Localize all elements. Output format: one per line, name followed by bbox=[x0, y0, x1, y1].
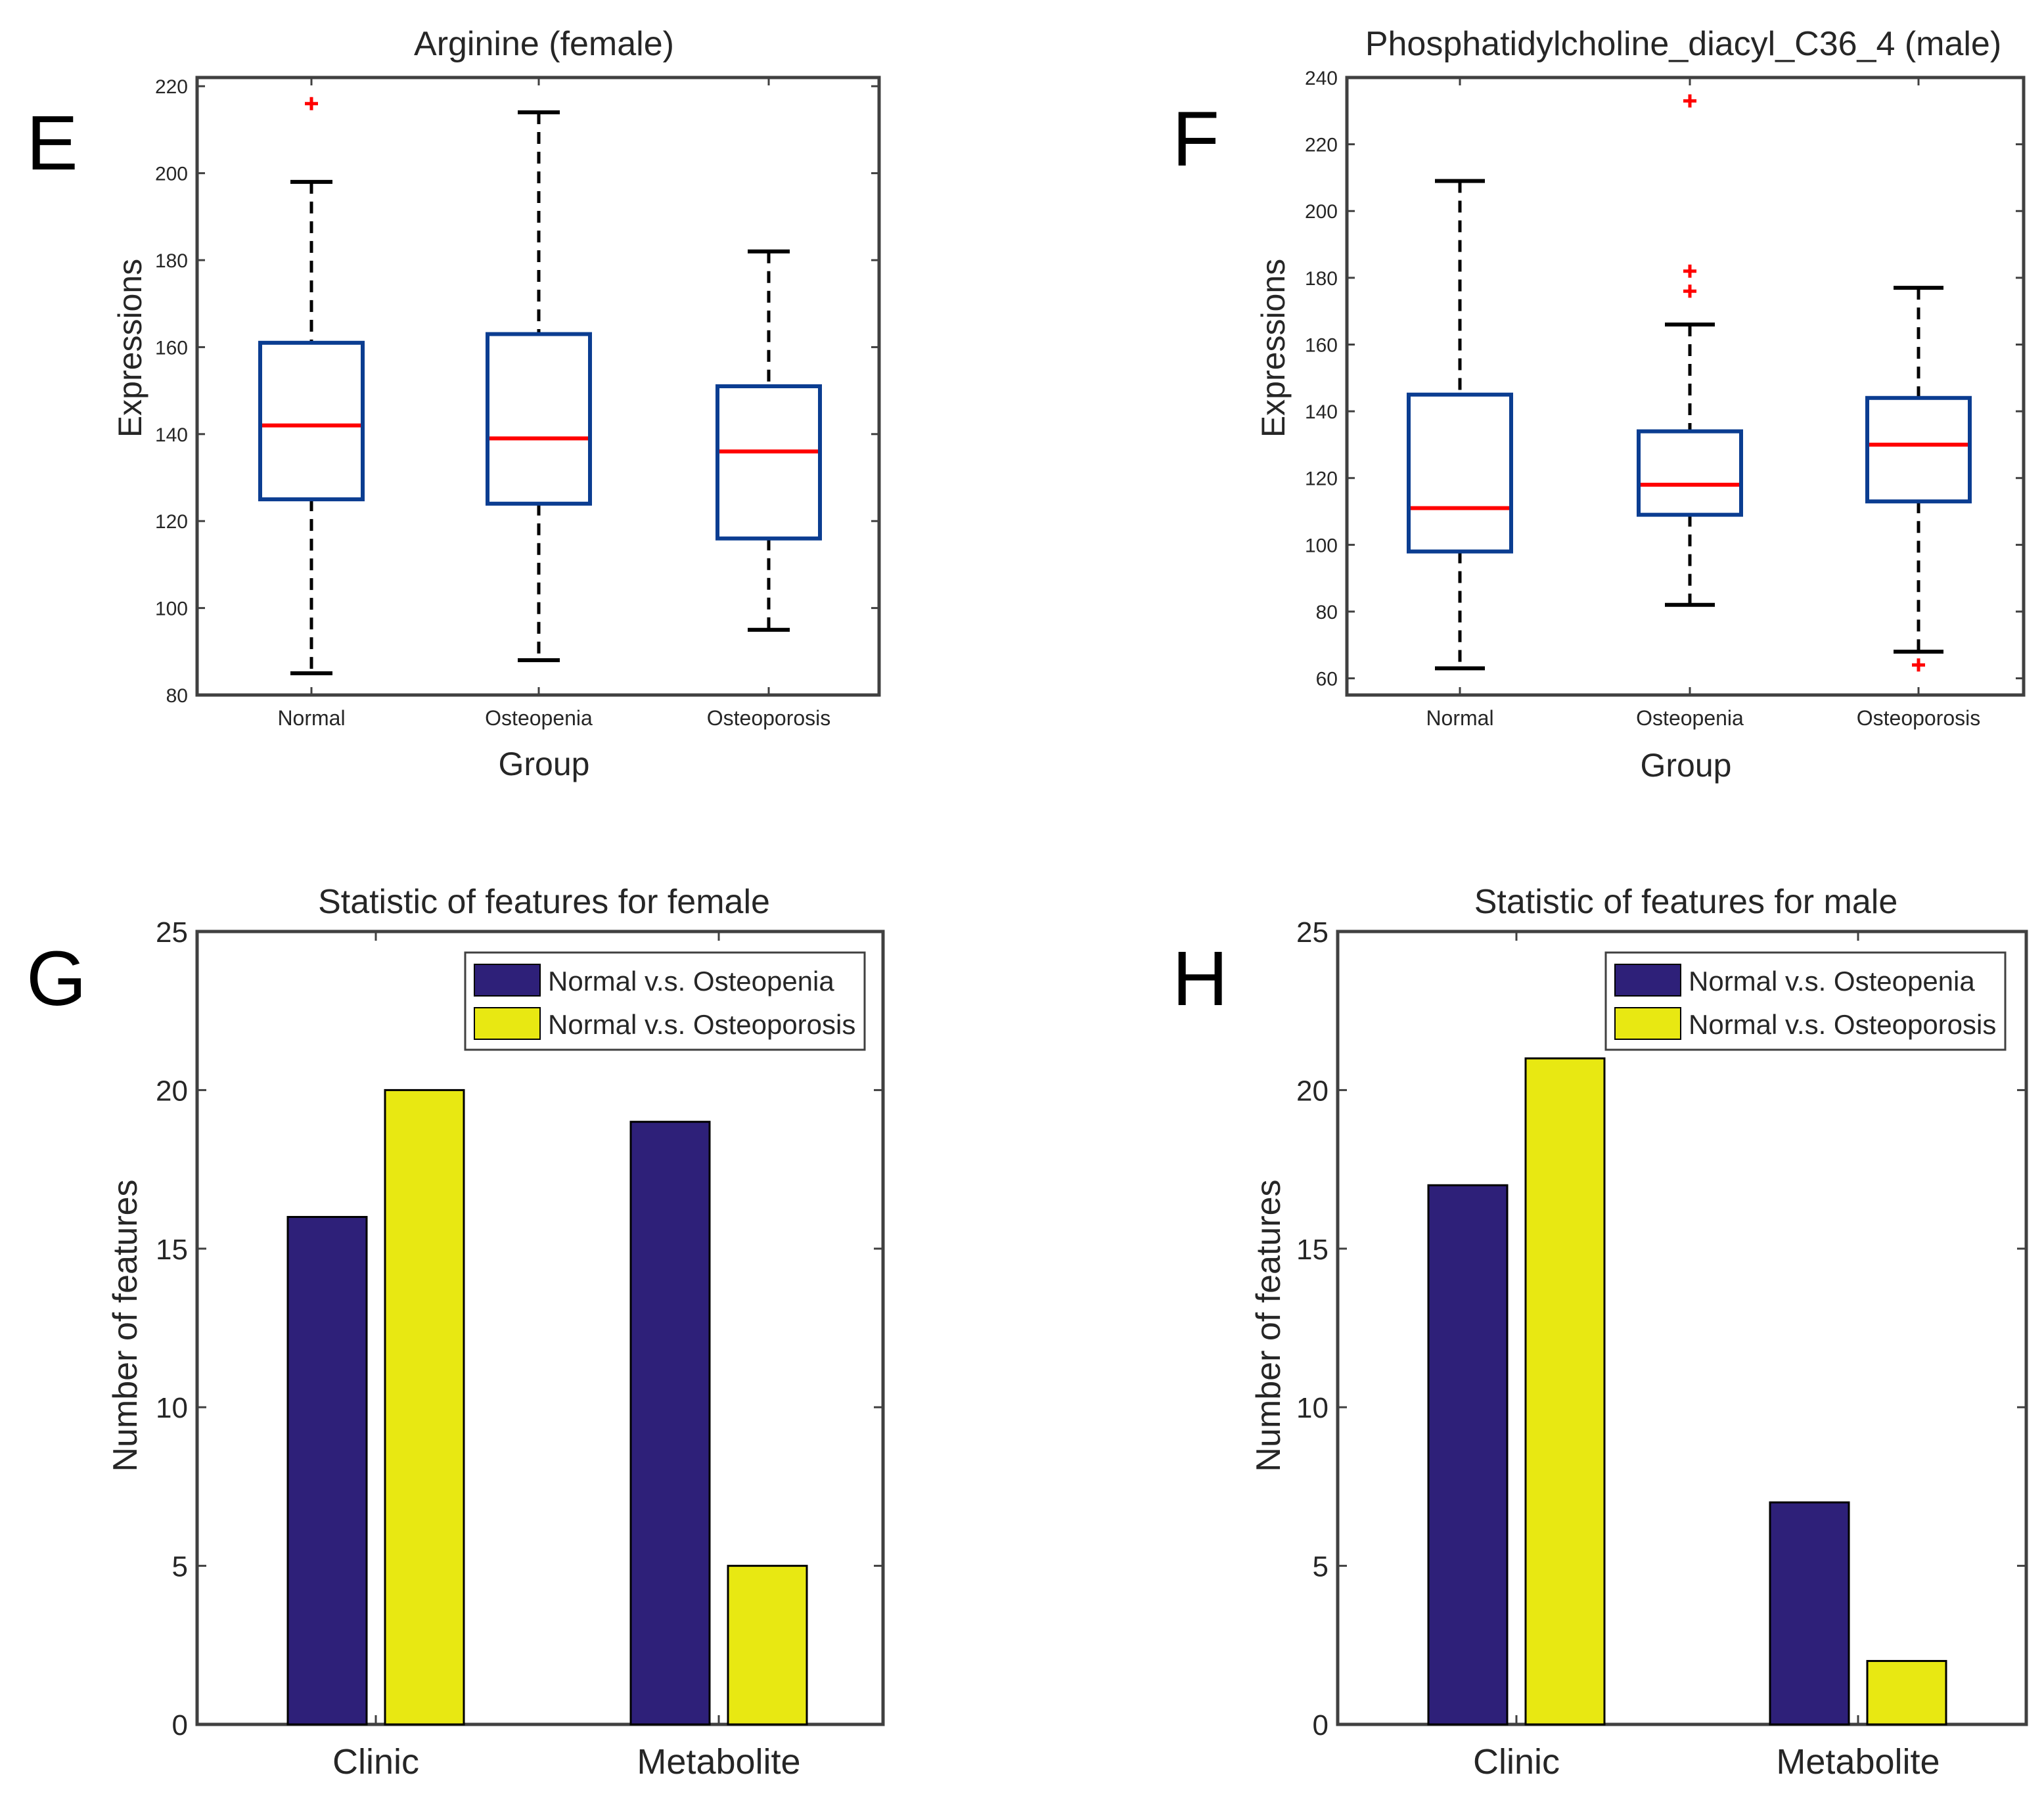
panel-f-axes: 60 80 100 120 140 160 180 200 220 240 Normal Osteop… bbox=[1305, 68, 2026, 730]
panel-f-title: Phosphatidylcholine_diacyl_C36_4 (male) bbox=[1365, 25, 2001, 63]
plot-frame bbox=[1336, 930, 2028, 1726]
y-tick-label: 15 bbox=[156, 1234, 188, 1266]
y-tick-label: 60 bbox=[1316, 669, 1338, 690]
y-tick-label: 25 bbox=[156, 916, 188, 949]
y-tick-label: 220 bbox=[155, 76, 188, 98]
panel-e-boxes bbox=[258, 97, 822, 675]
y-tick-label: 5 bbox=[1313, 1551, 1329, 1583]
y-tick-label: 15 bbox=[1296, 1234, 1329, 1266]
y-tick-label: 25 bbox=[1296, 916, 1329, 949]
y-tick-label: 120 bbox=[155, 511, 188, 533]
y-tick-label: 100 bbox=[155, 598, 188, 620]
y-tick-label: 80 bbox=[166, 685, 188, 707]
panel-g-axes: 0 5 10 15 20 25 Clinic Metabolite bbox=[156, 916, 885, 1782]
panel-g-y-axis-label: Number of features bbox=[106, 1179, 145, 1471]
y-tick-label: 180 bbox=[155, 250, 188, 272]
panel-f-y-axis-label: Expressions bbox=[1255, 259, 1292, 438]
plot-frame bbox=[195, 930, 885, 1726]
legend-swatch-osteopenia bbox=[1614, 964, 1681, 997]
y-tick-label: 0 bbox=[1313, 1709, 1329, 1741]
outlier-marker bbox=[1683, 264, 1696, 278]
x-category-label: Osteopenia bbox=[485, 706, 593, 730]
outlier-marker bbox=[1683, 94, 1696, 108]
outlier-marker bbox=[1683, 284, 1696, 298]
y-tick-label: 20 bbox=[156, 1075, 188, 1107]
panel-g-bar-chart: G Statistic of features for female Numbe… bbox=[26, 883, 885, 1782]
panel-f-box-plot: F Phosphatidylcholine_diacyl_C36_4 (male… bbox=[1172, 25, 2026, 784]
x-category-label: Clinic bbox=[332, 1742, 419, 1782]
y-tick-label: 10 bbox=[1296, 1392, 1329, 1424]
bar-osteoporosis bbox=[1866, 1659, 1947, 1726]
panel-letter-e: E bbox=[26, 100, 78, 187]
panel-h-bar-chart: H Statistic of features for male Number … bbox=[1172, 883, 2028, 1782]
outlier-marker bbox=[1912, 658, 1925, 672]
y-tick-label: 200 bbox=[155, 164, 188, 185]
x-category-label: Normal bbox=[1426, 706, 1493, 730]
legend-label-osteoporosis: Normal v.s. Osteoporosis bbox=[1689, 1009, 1996, 1040]
bar-osteopenia bbox=[286, 1216, 368, 1726]
panel-g-bars bbox=[286, 1089, 808, 1726]
x-category-label: Osteoporosis bbox=[707, 706, 831, 730]
y-tick-label: 140 bbox=[155, 424, 188, 446]
iqr-box bbox=[715, 384, 822, 541]
y-tick-label: 5 bbox=[172, 1551, 188, 1583]
panel-f-boxes bbox=[1407, 94, 1972, 672]
panel-g-legend: Normal v.s. Osteopenia Normal v.s. Osteo… bbox=[464, 951, 866, 1051]
panel-h-y-axis-label: Number of features bbox=[1250, 1179, 1288, 1471]
y-tick-label: 160 bbox=[155, 337, 188, 359]
panel-h-bars bbox=[1427, 1057, 1947, 1726]
panel-letter-g: G bbox=[26, 935, 87, 1022]
panel-h-legend: Normal v.s. Osteopenia Normal v.s. Osteo… bbox=[1604, 951, 2007, 1051]
iqr-box bbox=[1637, 429, 1743, 517]
legend-label-osteopenia: Normal v.s. Osteopenia bbox=[548, 966, 834, 997]
y-tick-label: 160 bbox=[1305, 334, 1338, 356]
y-tick-label: 140 bbox=[1305, 401, 1338, 423]
panel-letter-h: H bbox=[1172, 935, 1228, 1022]
panel-e-title: Arginine (female) bbox=[414, 25, 674, 63]
panel-e-x-axis-label: Group bbox=[499, 746, 590, 782]
panel-g-title: Statistic of features for female bbox=[318, 883, 770, 921]
y-tick-label: 120 bbox=[1305, 468, 1338, 490]
bar-osteopenia bbox=[1769, 1501, 1850, 1726]
x-category-label: Metabolite bbox=[1776, 1742, 1940, 1782]
panel-e-y-axis-label: Expressions bbox=[112, 259, 148, 438]
plot-frame bbox=[1345, 76, 2026, 697]
x-category-label: Clinic bbox=[1473, 1742, 1560, 1782]
y-tick-label: 240 bbox=[1305, 68, 1338, 89]
y-tick-label: 0 bbox=[172, 1709, 188, 1741]
legend-swatch-osteoporosis bbox=[1614, 1007, 1681, 1040]
panel-e-box-plot: E Arginine (female) Group Expressions 80… bbox=[26, 25, 881, 782]
iqr-box bbox=[1865, 395, 1972, 504]
panel-e-axes: 80 100 120 140 160 180 200 220 Normal Osteopenia O… bbox=[155, 76, 881, 730]
bar-osteoporosis bbox=[1524, 1057, 1606, 1726]
bar-osteoporosis bbox=[727, 1565, 808, 1726]
bar-osteopenia bbox=[1427, 1184, 1509, 1726]
bar-osteoporosis bbox=[384, 1089, 465, 1726]
x-category-label: Osteopenia bbox=[1636, 706, 1744, 730]
legend-label-osteopenia: Normal v.s. Osteopenia bbox=[1689, 966, 1975, 997]
iqr-box bbox=[258, 340, 365, 502]
x-category-label: Metabolite bbox=[637, 1742, 800, 1782]
bar-osteopenia bbox=[629, 1121, 711, 1726]
panel-h-title: Statistic of features for male bbox=[1474, 883, 1898, 921]
x-category-label: Normal bbox=[277, 706, 345, 730]
panel-f-x-axis-label: Group bbox=[1641, 747, 1732, 784]
y-tick-label: 220 bbox=[1305, 135, 1338, 156]
legend-swatch-osteoporosis bbox=[474, 1007, 541, 1040]
outlier-marker bbox=[305, 97, 318, 110]
y-tick-label: 100 bbox=[1305, 535, 1338, 556]
y-tick-label: 10 bbox=[156, 1392, 188, 1424]
panel-h-axes: 0 5 10 15 20 25 Clinic Metabolite bbox=[1296, 916, 2028, 1782]
x-category-label: Osteoporosis bbox=[1857, 706, 1981, 730]
iqr-box bbox=[486, 332, 592, 506]
iqr-box bbox=[1407, 392, 1513, 554]
legend-label-osteoporosis: Normal v.s. Osteoporosis bbox=[548, 1009, 855, 1040]
panel-letter-f: F bbox=[1172, 96, 1219, 183]
y-tick-label: 180 bbox=[1305, 268, 1338, 290]
y-tick-label: 200 bbox=[1305, 201, 1338, 223]
y-tick-label: 20 bbox=[1296, 1075, 1329, 1107]
y-tick-label: 80 bbox=[1316, 602, 1338, 623]
legend-swatch-osteopenia bbox=[474, 964, 541, 997]
